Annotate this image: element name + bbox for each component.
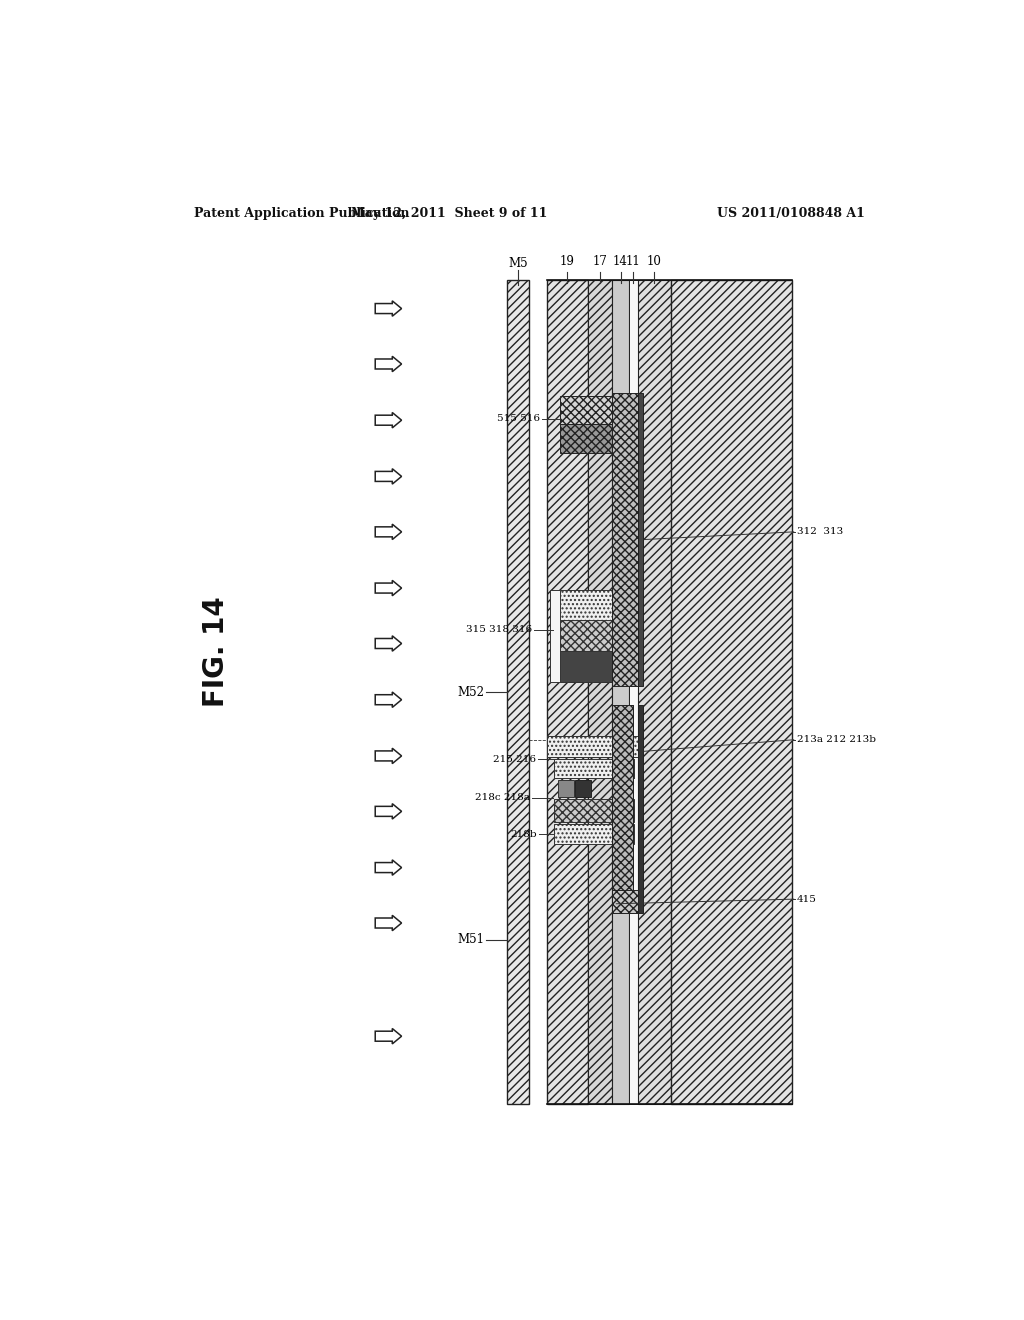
Text: May 12, 2011  Sheet 9 of 11: May 12, 2011 Sheet 9 of 11	[351, 207, 548, 220]
FancyArrow shape	[375, 692, 401, 708]
Text: FIG. 14: FIG. 14	[202, 595, 229, 706]
Text: 315 318 316: 315 318 316	[466, 626, 532, 634]
Text: 19: 19	[560, 255, 574, 268]
Bar	[558, 780, 573, 797]
Text: US 2011/0108848 A1: US 2011/0108848 A1	[717, 207, 865, 220]
Bar	[612, 280, 629, 1104]
Text: M51: M51	[458, 933, 484, 946]
Bar	[560, 424, 631, 453]
Bar	[554, 825, 634, 843]
Text: M5: M5	[508, 257, 527, 271]
Bar	[547, 737, 642, 758]
Bar	[547, 737, 642, 758]
Bar	[612, 705, 633, 913]
Text: 218c 218a: 218c 218a	[475, 793, 530, 803]
Text: 10: 10	[647, 255, 662, 268]
Text: 218b: 218b	[511, 830, 538, 840]
Text: Patent Application Publication: Patent Application Publication	[194, 207, 410, 220]
Text: 17: 17	[593, 255, 607, 268]
FancyArrow shape	[375, 524, 401, 540]
Bar	[554, 799, 634, 822]
Bar	[638, 393, 643, 686]
Text: 215 216: 215 216	[494, 755, 537, 763]
Bar	[507, 280, 528, 1104]
FancyArrow shape	[375, 301, 401, 317]
Bar	[588, 280, 612, 1104]
FancyArrow shape	[375, 804, 401, 818]
FancyArrow shape	[375, 636, 401, 651]
Bar	[612, 890, 638, 913]
Bar	[575, 780, 591, 797]
FancyArrow shape	[375, 412, 401, 428]
Text: 11: 11	[626, 255, 641, 268]
Text: 213a 212 213b: 213a 212 213b	[797, 735, 876, 744]
Bar	[560, 396, 631, 424]
Bar	[560, 620, 630, 651]
Bar	[550, 590, 640, 682]
Bar	[671, 280, 793, 1104]
Text: M52: M52	[458, 685, 484, 698]
Text: 415: 415	[797, 895, 817, 904]
Text: 14: 14	[613, 255, 628, 268]
Text: 312  313: 312 313	[797, 528, 843, 536]
Bar	[554, 759, 634, 779]
Bar	[547, 280, 588, 1104]
FancyArrow shape	[375, 915, 401, 931]
FancyArrow shape	[375, 356, 401, 372]
Bar	[554, 759, 634, 779]
FancyArrow shape	[375, 1028, 401, 1044]
Text: 515 516: 515 516	[498, 414, 541, 424]
Bar	[560, 590, 630, 620]
Bar	[638, 705, 643, 913]
Bar	[612, 705, 633, 913]
FancyArrow shape	[375, 859, 401, 875]
Bar	[629, 280, 638, 1104]
Bar	[560, 651, 630, 682]
Bar	[612, 393, 638, 686]
Bar	[638, 280, 671, 1104]
FancyArrow shape	[375, 469, 401, 484]
FancyArrow shape	[375, 748, 401, 763]
FancyArrow shape	[375, 581, 401, 595]
